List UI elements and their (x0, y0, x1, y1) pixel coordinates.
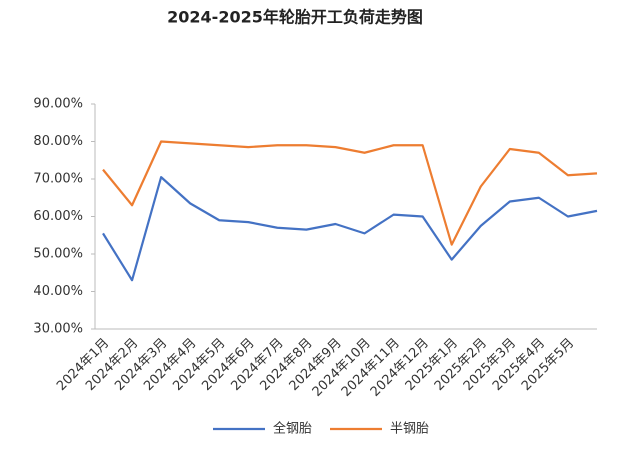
chart-title: 2024-2025年轮胎开工负荷走势图 (167, 8, 423, 27)
y-tick-label: 40.00% (33, 284, 83, 299)
y-tick-label: 50.00% (33, 247, 83, 262)
legend-label: 全钢胎 (273, 421, 312, 437)
legend-label: 半钢胎 (390, 422, 429, 437)
y-tick-label: 70.00% (33, 172, 83, 187)
series-line (102, 140, 598, 246)
y-tick-label: 60.00% (33, 209, 83, 224)
series-line (102, 176, 598, 282)
y-tick-label: 90.00% (33, 97, 83, 112)
y-tick-label: 30.00% (33, 322, 83, 337)
y-tick-label: 80.00% (33, 134, 83, 149)
